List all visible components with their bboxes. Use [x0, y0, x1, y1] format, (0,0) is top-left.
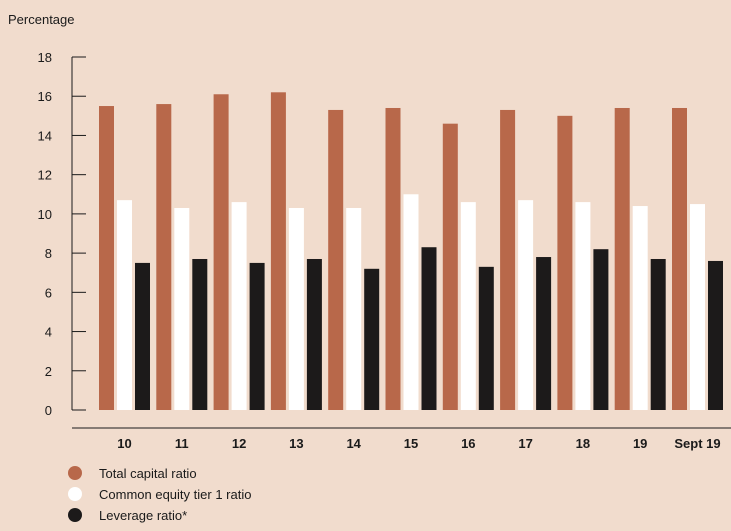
y-tick-label: 14: [38, 128, 52, 143]
legend-swatch: [68, 487, 82, 501]
bar-total-capital: [270, 92, 286, 411]
bar-leverage: [135, 262, 150, 410]
bar-cet1: [575, 202, 591, 410]
y-tick-label: 4: [45, 325, 52, 340]
bar-leverage: [421, 247, 437, 410]
bar-cet1: [288, 208, 304, 410]
y-tick-label: 18: [38, 50, 52, 65]
x-tick-label: 12: [232, 436, 246, 451]
y-tick-label: 8: [45, 246, 52, 261]
y-axis-label: Percentage: [8, 12, 75, 27]
bar-leverage: [593, 249, 609, 410]
bar-leverage: [708, 260, 723, 410]
x-tick-label: 17: [518, 436, 532, 451]
bar-cet1: [460, 202, 476, 410]
x-tick-label: 14: [346, 436, 361, 451]
x-tick-label: 19: [633, 436, 647, 451]
bar-cet1: [231, 202, 247, 410]
y-tick-label: 6: [45, 285, 52, 300]
bar-cet1: [117, 200, 132, 410]
y-axis: 0 2 4 6 8 10 12 14 16 18: [38, 50, 86, 418]
bar-leverage: [536, 257, 552, 410]
y-tick-label: 10: [38, 207, 52, 222]
bar-leverage: [192, 258, 208, 410]
x-tick-label: 10: [117, 436, 131, 451]
y-tick-label: 2: [45, 364, 52, 379]
y-tick-label: 16: [38, 89, 52, 104]
bar-total-capital: [614, 107, 630, 410]
bar-leverage: [364, 268, 380, 410]
bar-leverage: [478, 266, 494, 410]
bar-leverage: [249, 262, 265, 410]
x-tick-label: Sept 19: [674, 436, 720, 451]
bar-total-capital: [213, 94, 229, 410]
bar-total-capital: [500, 109, 516, 410]
bar-cet1: [346, 208, 362, 410]
bar-total-capital: [156, 104, 172, 411]
legend-label: Leverage ratio*: [99, 508, 187, 523]
bar-total-capital: [557, 115, 573, 410]
bar-total-capital: [385, 107, 401, 410]
x-tick-label: 13: [289, 436, 303, 451]
bar-total-capital: [442, 123, 458, 410]
bar-total-capital: [99, 106, 114, 411]
legend-label: Common equity tier 1 ratio: [99, 487, 251, 502]
y-tick-label: 0: [45, 403, 52, 418]
x-tick-label: 11: [175, 436, 189, 451]
x-tick-label: 16: [461, 436, 475, 451]
legend-swatch: [68, 466, 82, 480]
bar-cet1: [518, 200, 534, 410]
bar-cet1: [403, 194, 419, 410]
x-tick-label: 18: [576, 436, 590, 451]
bar-cet1: [632, 206, 648, 410]
y-tick-label: 12: [38, 168, 52, 183]
bar-total-capital: [328, 109, 344, 410]
bar-leverage: [650, 258, 666, 410]
legend-label: Total capital ratio: [99, 466, 197, 481]
bar-total-capital: [672, 107, 687, 410]
bar-cet1: [690, 204, 705, 410]
bar-leverage: [306, 258, 322, 410]
legend: Total capital ratio Common equity tier 1 …: [68, 466, 251, 523]
bar-cet1: [174, 208, 190, 410]
x-axis: 10 11 12 13 14 15 16 17 18 19 Sept 19: [72, 427, 731, 451]
x-tick-label: 15: [404, 436, 418, 451]
bars: [99, 92, 723, 411]
legend-swatch: [68, 508, 82, 522]
